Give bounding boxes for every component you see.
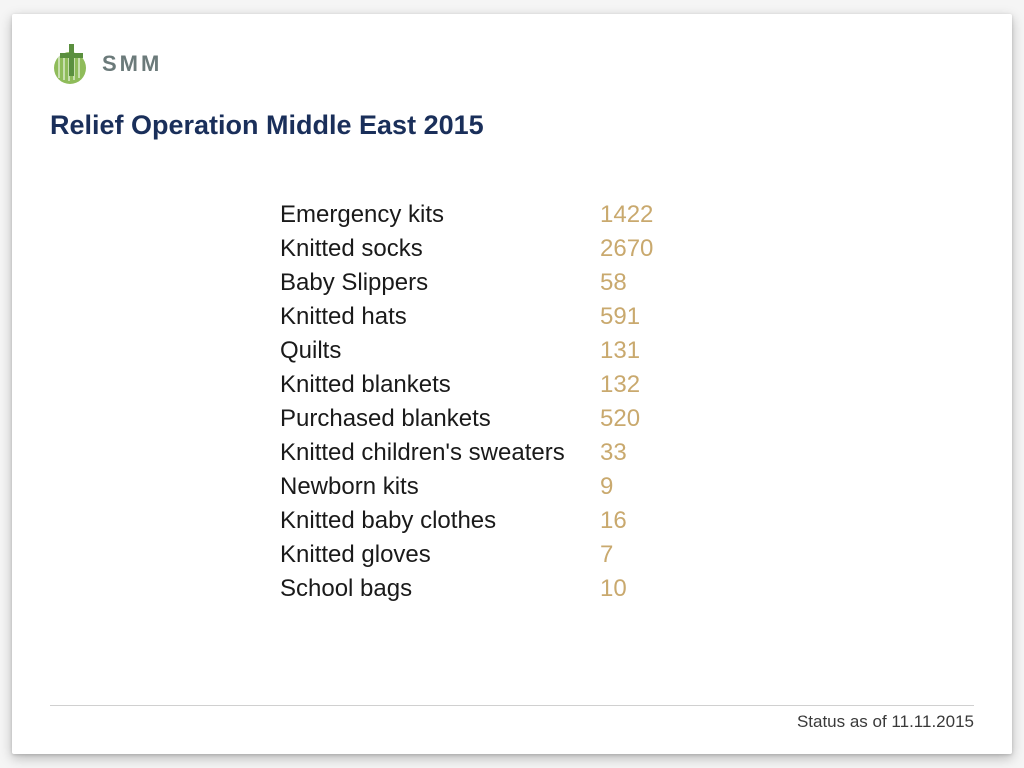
smm-logo-icon [50, 42, 94, 86]
item-label: Knitted blankets [280, 371, 600, 399]
logo-area: SMM [50, 42, 974, 86]
item-value: 131 [600, 337, 974, 365]
item-label: Knitted gloves [280, 541, 600, 569]
item-label: Knitted children's sweaters [280, 439, 600, 467]
item-value: 132 [600, 371, 974, 399]
item-value: 1422 [600, 201, 974, 229]
logo-text: SMM [102, 51, 162, 77]
item-value: 591 [600, 303, 974, 331]
item-label: Baby Slippers [280, 269, 600, 297]
slide-container: SMM Relief Operation Middle East 2015 Em… [12, 14, 1012, 754]
footer-divider [50, 705, 974, 706]
item-label: Knitted socks [280, 235, 600, 263]
page-title: Relief Operation Middle East 2015 [50, 110, 974, 141]
item-label: Emergency kits [280, 201, 600, 229]
item-value: 2670 [600, 235, 974, 263]
item-label: School bags [280, 575, 600, 603]
relief-items-table: Emergency kits 1422 Knitted socks 2670 B… [280, 201, 974, 603]
item-label: Quilts [280, 337, 600, 365]
item-label: Newborn kits [280, 473, 600, 501]
item-value: 10 [600, 575, 974, 603]
item-value: 33 [600, 439, 974, 467]
item-label: Purchased blankets [280, 405, 600, 433]
item-value: 520 [600, 405, 974, 433]
item-value: 9 [600, 473, 974, 501]
item-value: 16 [600, 507, 974, 535]
item-label: Knitted baby clothes [280, 507, 600, 535]
item-label: Knitted hats [280, 303, 600, 331]
item-value: 58 [600, 269, 974, 297]
status-date: Status as of 11.11.2015 [50, 712, 974, 732]
item-value: 7 [600, 541, 974, 569]
footer: Status as of 11.11.2015 [50, 705, 974, 732]
